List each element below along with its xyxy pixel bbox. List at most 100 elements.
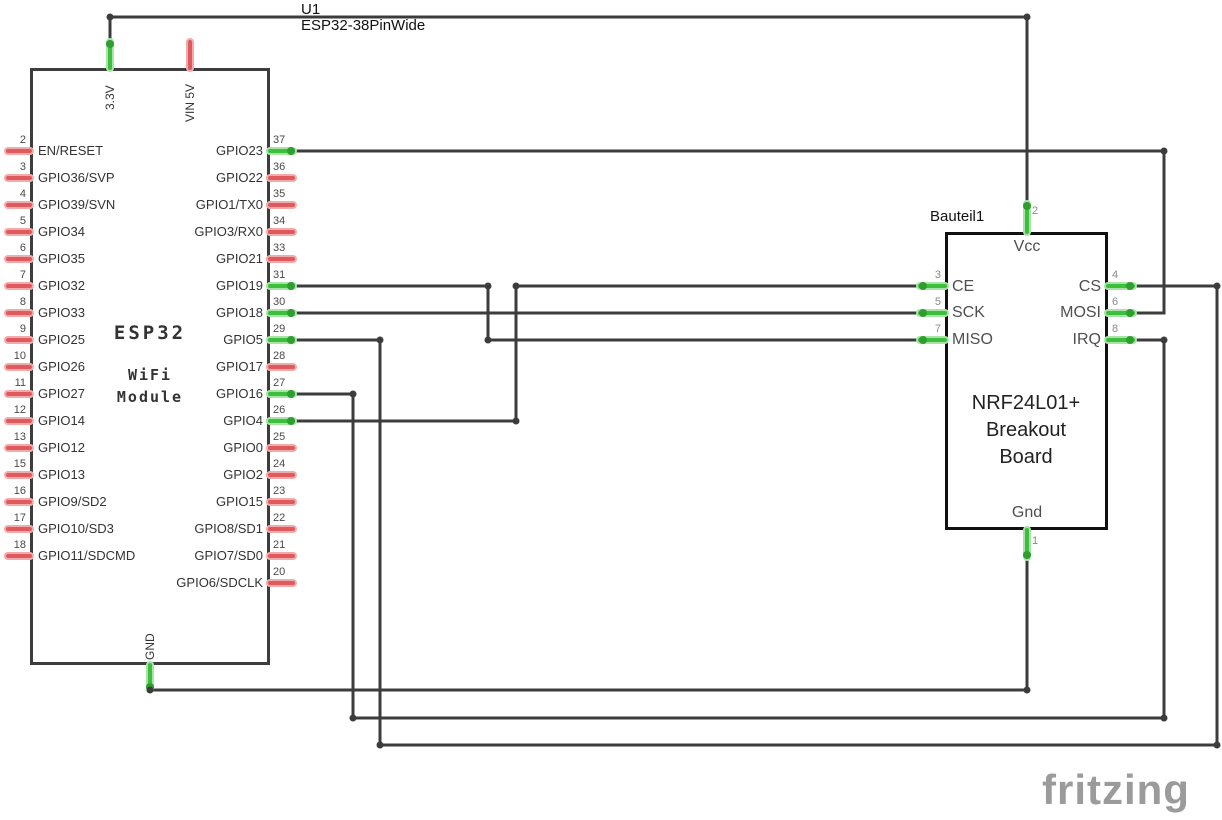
esp32-pin-number-35: 35 <box>273 188 286 200</box>
bend-dot[interactable] <box>512 282 520 290</box>
nrf-pin-label-sck: SCK <box>952 304 985 321</box>
esp32-pin-label-6: GPIO35 <box>38 251 85 266</box>
esp32-pin-label-15: GPIO13 <box>38 467 85 482</box>
connection-dot[interactable] <box>287 390 295 398</box>
esp32-pin-label-22: GPIO8/SD1 <box>194 521 263 536</box>
wire-gpio16-irq[interactable] <box>293 338 1166 720</box>
esp32-pin-label-33: GPIO21 <box>216 251 263 266</box>
bend-dot[interactable] <box>146 686 154 694</box>
esp32-subtitle-2: Module <box>116 388 184 406</box>
bend-dot[interactable] <box>1213 741 1221 749</box>
bend-dot[interactable] <box>1160 147 1168 155</box>
nrf-pin-label-cs: CS <box>1078 278 1101 295</box>
junction-dots-group <box>106 13 1221 749</box>
bend-dot[interactable] <box>1213 282 1221 290</box>
nrf-pin-number-7: 7 <box>934 323 941 335</box>
esp32-pin-number-5: 5 <box>19 215 26 227</box>
esp32-pin-label-4: GPIO39/SVN <box>38 197 116 212</box>
esp32-pin-number-26: 26 <box>273 404 286 416</box>
connection-dot[interactable] <box>1023 202 1031 210</box>
esp32-pin-number-20: 20 <box>273 566 286 578</box>
connection-dot[interactable] <box>1126 336 1134 344</box>
bend-dot[interactable] <box>376 741 384 749</box>
esp32-pin-number-3: 3 <box>19 161 26 173</box>
esp32-pin-number-28: 28 <box>273 350 286 362</box>
wire-gpio23-mosi[interactable] <box>293 149 1166 315</box>
wires-group <box>108 15 1219 747</box>
bend-dot[interactable] <box>1160 714 1168 722</box>
nrf-pin-label-irq: IRQ <box>1072 331 1101 348</box>
connection-dot[interactable] <box>287 417 295 425</box>
esp32-pin-label-gnd: GND <box>143 633 157 660</box>
esp32-part-label: ESP32-38PinWide <box>301 17 426 34</box>
nrf-pin-number-4: 4 <box>1112 269 1119 281</box>
esp32-pin-label-21: GPIO7/SD0 <box>194 548 263 563</box>
connection-dot[interactable] <box>287 309 295 317</box>
esp32-name: ESP32 <box>113 322 187 344</box>
connection-dot[interactable] <box>919 336 927 344</box>
esp32-pin-number-37: 37 <box>273 134 286 146</box>
connection-dot[interactable] <box>287 282 295 290</box>
esp32-pin-label-24: GPIO2 <box>223 467 263 482</box>
esp32-pin-number-12: 12 <box>13 404 26 416</box>
esp32-pin-number-24: 24 <box>273 458 286 470</box>
nrf-title-line-2: Breakout <box>985 419 1067 441</box>
bend-dot[interactable] <box>376 336 384 344</box>
connection-dot[interactable] <box>919 309 927 317</box>
bend-dot[interactable] <box>512 417 520 425</box>
connection-dot[interactable] <box>287 336 295 344</box>
nrf-pin-label-mosi: MOSI <box>1060 304 1101 321</box>
esp32-pin-number-36: 36 <box>273 161 286 173</box>
nrf-pin-label-ce: CE <box>952 278 975 295</box>
esp32-pin-number-33: 33 <box>273 242 286 254</box>
bend-dot[interactable] <box>1023 686 1031 694</box>
nrf-pin-label-vcc: Vcc <box>1013 238 1041 255</box>
nrf-pin-label-miso: MISO <box>952 331 993 348</box>
esp32-pin-label-9: GPIO25 <box>38 332 85 347</box>
wire-3v3-vcc[interactable] <box>108 15 1029 204</box>
bend-dot[interactable] <box>106 13 114 21</box>
nrf-pin-number-3: 3 <box>934 269 941 281</box>
esp32-pin-label-11: GPIO27 <box>38 386 85 401</box>
bend-dot[interactable] <box>484 282 492 290</box>
connection-dot[interactable] <box>1126 282 1134 290</box>
esp32-subtitle-1: WiFi <box>127 366 173 384</box>
connection-dot[interactable] <box>106 40 114 48</box>
bend-dot[interactable] <box>349 714 357 722</box>
esp32-pin-label-17: GPIO10/SD3 <box>38 521 114 536</box>
esp32-pin-number-21: 21 <box>273 539 286 551</box>
esp32-pin-number-25: 25 <box>273 431 286 443</box>
nrf-pin-number-2: 2 <box>1032 205 1039 217</box>
esp32-pin-number-23: 23 <box>273 485 286 497</box>
bend-dot[interactable] <box>484 336 492 344</box>
esp32-pin-label-30: GPIO18 <box>216 305 263 320</box>
esp32-pin-number-34: 34 <box>273 215 286 227</box>
esp32-pin-label-18: GPIO11/SDCMD <box>38 548 136 563</box>
connection-dot[interactable] <box>287 147 295 155</box>
esp32-pin-label-36: GPIO22 <box>216 170 263 185</box>
esp32-pin-number-30: 30 <box>273 296 286 308</box>
esp32-pin-label-25: GPIO0 <box>223 440 263 455</box>
bend-dot[interactable] <box>1160 336 1168 344</box>
wire-gpio5-cs[interactable] <box>293 284 1219 747</box>
connection-dot[interactable] <box>919 282 927 290</box>
esp32-pin-label-27: GPIO16 <box>216 386 263 401</box>
esp32-pin-label-29: GPIO5 <box>223 332 263 347</box>
esp32-pin-label-12: GPIO14 <box>38 413 85 428</box>
nrf-pin-label-gnd: Gnd <box>1011 504 1043 521</box>
esp32-pin-number-7: 7 <box>19 269 26 281</box>
esp32-pin-number-13: 13 <box>13 431 26 443</box>
wire-gpio4-ce[interactable] <box>293 284 920 423</box>
esp32-pin-number-11: 11 <box>14 377 26 389</box>
esp32-pin-label-16: GPIO9/SD2 <box>38 494 107 509</box>
esp32-pin-number-10: 10 <box>13 350 26 362</box>
esp32-pin-label-28: GPIO17 <box>216 359 263 374</box>
connection-dot[interactable] <box>1126 309 1134 317</box>
esp32-pin-number-4: 4 <box>19 188 26 200</box>
bend-dot[interactable] <box>1023 13 1031 21</box>
connection-dot[interactable] <box>1023 551 1031 559</box>
bend-dot[interactable] <box>349 390 357 398</box>
esp32-pin-number-17: 17 <box>13 512 26 524</box>
